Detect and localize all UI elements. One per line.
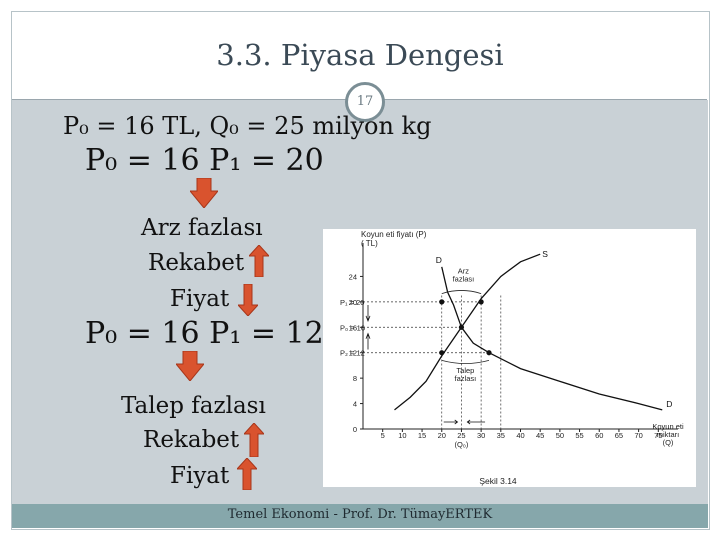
footer-bar (12, 504, 708, 528)
excess-supply-bracket (441, 290, 482, 294)
down-arrow-icon (238, 284, 258, 316)
up-arrow-icon (237, 458, 257, 490)
excess-demand-annotation: fazlası (455, 374, 477, 383)
x-tick-label: 5 (381, 431, 385, 440)
x-tick-label: 30 (477, 431, 485, 440)
x-tick-label: 55 (575, 431, 583, 440)
x-tick-label: 15 (418, 431, 426, 440)
excess-demand-label: Talep fazlası (121, 393, 266, 419)
price-level-label: P₂ = 12 (340, 349, 365, 358)
x-tick-label: 35 (497, 431, 505, 440)
up-arrow-icon (249, 245, 269, 277)
price-change-down: P₀ = 16 P₁ = 12 (85, 316, 324, 351)
excess-supply-annotation: fazlası (453, 274, 475, 283)
y-tick-label: 4 (353, 400, 357, 409)
x-axis-label: (Q) (663, 438, 674, 447)
equilibrium-point (478, 299, 484, 305)
x-tick-label: 20 (438, 431, 446, 440)
curve-label-D: D (666, 399, 672, 409)
footer-text: Temel Ekonomi - Prof. Dr. TümayERTEK (227, 507, 493, 522)
excess-supply-annotation: Arz (458, 266, 470, 275)
price-change-up: P₀ = 16 P₁ = 20 (85, 143, 324, 178)
x-tick-label: 75 (654, 431, 662, 440)
up-arrow-icon (244, 423, 264, 457)
quantity-left-arrow (466, 419, 486, 425)
y-tick-label: 20 (349, 298, 357, 307)
y-axis-label: ( TL) (361, 239, 378, 248)
x-axis-label: miktarı (657, 430, 680, 439)
y-tick-label: 12 (349, 349, 357, 358)
curve-label-D: D (436, 255, 442, 265)
slide-title: 3.3. Piyasa Dengesi (216, 38, 504, 72)
y-tick-label: 0 (353, 425, 357, 434)
figure-caption: Şekil 3.14 (479, 476, 517, 486)
excess-demand-annotation: Talep (456, 366, 474, 375)
x-tick-label: 65 (615, 431, 623, 440)
equilibrium-point (458, 324, 465, 330)
y-tick-label: 16 (349, 323, 357, 332)
y-tick-label: 24 (349, 272, 357, 281)
equilibrium-point (439, 299, 445, 305)
price-label-1: Fiyat (170, 286, 230, 312)
chart-svg: Koyun eti fiyatı (P)( TL) Koyun etimiktar… (340, 230, 684, 486)
x-tick-label: 60 (595, 431, 603, 440)
x-axis-label: Koyun eti (652, 422, 684, 431)
equilibrium-point (486, 350, 492, 356)
price-up-arrow (365, 332, 371, 350)
excess-supply-label: Arz fazlası (141, 215, 263, 241)
price-down-arrow (365, 305, 371, 323)
x-tick-label: 50 (556, 431, 564, 440)
x-tick-label: 70 (634, 431, 642, 440)
price-level-label: P₁ = 20 (340, 298, 364, 307)
equilibrium-values: P₀ = 16 TL, Q₀ = 25 milyon kg (63, 112, 432, 140)
down-arrow-icon (190, 178, 218, 208)
x-tick-label: 45 (536, 431, 544, 440)
curve-D (441, 266, 663, 411)
quantity-right-arrow (443, 419, 459, 425)
x-tick-label: 40 (516, 431, 524, 440)
equilibrium-point (439, 350, 445, 356)
curve-label-S: S (542, 249, 548, 259)
x-tick-label: 25 (457, 431, 465, 440)
competition-label-1: Rekabet (148, 250, 245, 276)
q0-label: (Q₀) (454, 440, 468, 449)
slide-number: 17 (345, 82, 385, 122)
price-level-label: P₀ = 16 (340, 323, 365, 332)
excess-demand-bracket (441, 359, 490, 364)
price-label-2: Fiyat (170, 463, 230, 489)
competition-label-2: Rekabet (143, 427, 240, 453)
supply-demand-chart: Koyun eti fiyatı (P)( TL) Koyun eti miktar… (323, 229, 696, 487)
x-tick-label: 10 (398, 431, 406, 440)
y-axis-label: Koyun eti fiyatı (P) (361, 230, 427, 239)
y-tick-label: 8 (353, 374, 357, 383)
down-arrow-icon (176, 351, 204, 381)
